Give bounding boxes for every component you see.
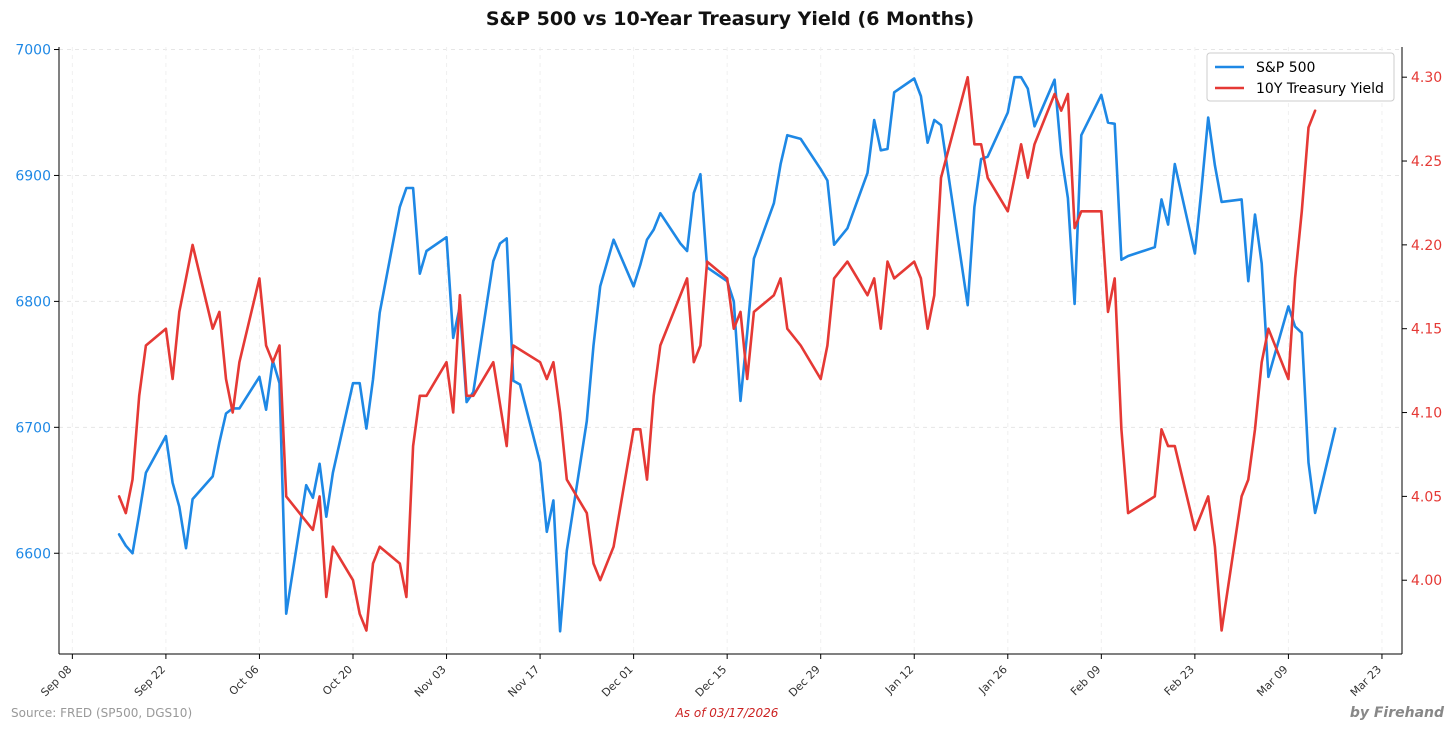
- right-tick-label: 4.20: [1411, 238, 1442, 254]
- legend-label-treasury: 10Y Treasury Yield: [1256, 81, 1384, 97]
- x-tick-label: Mar 23: [1348, 663, 1384, 699]
- right-tick-label: 4.05: [1411, 489, 1442, 505]
- x-tick-label: Jan 12: [882, 663, 916, 697]
- footer-brand: by Firehand: [1350, 705, 1445, 721]
- left-tick-label: 6700: [15, 420, 51, 436]
- x-tick-label: Mar 09: [1254, 663, 1290, 699]
- x-tick-label: Dec 15: [693, 663, 730, 700]
- x-tick-label: Oct 20: [320, 663, 355, 698]
- x-tick-label: Oct 06: [227, 663, 262, 698]
- legend-label-sp500: S&P 500: [1256, 60, 1315, 76]
- footer-as-of: As of 03/17/2026: [675, 706, 779, 720]
- gridlines: [59, 47, 1402, 654]
- x-tick-label: Feb 09: [1068, 663, 1103, 698]
- x-tick-label: Sep 08: [38, 663, 74, 699]
- left-tick-label: 7000: [15, 43, 51, 59]
- legend: S&P 500 10Y Treasury Yield: [1206, 52, 1395, 102]
- left-tick-label: 6600: [15, 546, 51, 562]
- x-tick-label: Sep 22: [132, 663, 168, 699]
- chart-title: S&P 500 vs 10-Year Treasury Yield (6 Mon…: [486, 8, 974, 30]
- left-tick-label: 6800: [15, 294, 51, 310]
- series-layer: [117, 75, 1337, 633]
- x-tick-label: Nov 17: [505, 663, 542, 700]
- x-tick-label: Dec 29: [786, 663, 823, 700]
- x-tick-label: Nov 03: [412, 663, 449, 700]
- footer-source: Source: FRED (SP500, DGS10): [11, 706, 192, 720]
- right-axis-ticks: 4.00 4.05 4.10 4.15 4.20 4.25 4.30: [1402, 70, 1442, 589]
- series-line-sp500: [117, 75, 1337, 633]
- legend-box: [1206, 52, 1395, 102]
- right-tick-label: 4.25: [1411, 154, 1442, 170]
- left-axis-ticks: 6600 6700 6800 6900 7000: [15, 43, 59, 562]
- right-tick-label: 4.00: [1411, 573, 1442, 589]
- right-tick-label: 4.10: [1411, 406, 1442, 422]
- x-tick-label: Dec 01: [599, 663, 636, 700]
- right-tick-label: 4.30: [1411, 70, 1442, 86]
- x-axis-ticks: Sep 08 Sep 22 Oct 06 Oct 20 Nov 03 Nov 17 Dec …: [38, 654, 1384, 700]
- x-tick-label: Feb 23: [1162, 663, 1197, 698]
- x-tick-label: Jan 26: [976, 663, 1010, 697]
- left-tick-label: 6900: [15, 168, 51, 184]
- series-line-treasury-yield: [117, 75, 1317, 632]
- right-tick-label: 4.15: [1411, 322, 1442, 338]
